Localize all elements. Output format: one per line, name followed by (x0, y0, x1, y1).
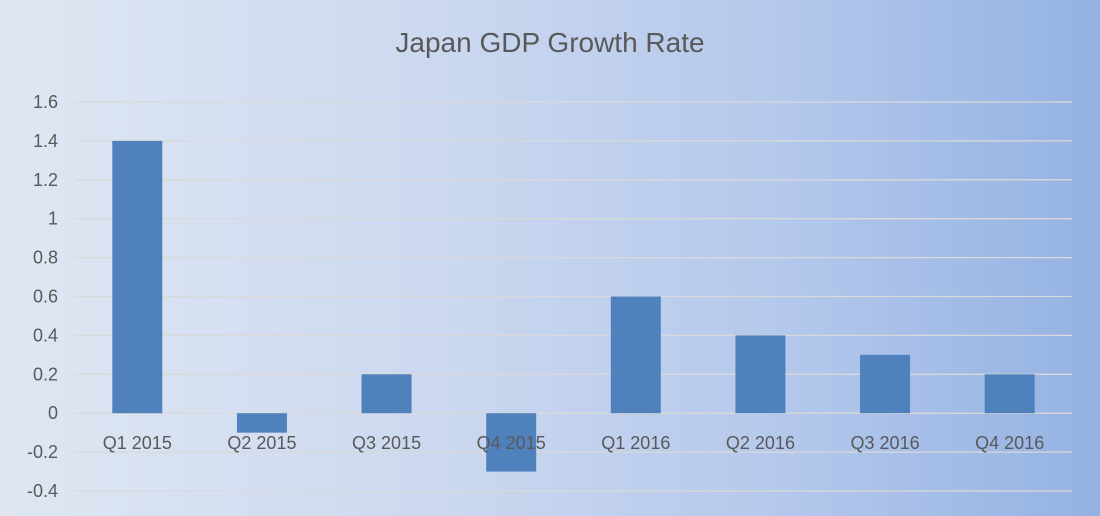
bar (486, 413, 537, 472)
y-tick-label: 1.4 (33, 131, 58, 151)
x-tick-label: Q2 2015 (227, 433, 296, 453)
x-tick-label: Q3 2016 (851, 433, 920, 453)
bar (984, 374, 1035, 414)
x-tick-label: Q2 2016 (726, 433, 795, 453)
bar (112, 140, 163, 414)
x-tick-label: Q4 2015 (477, 433, 546, 453)
y-tick-label: 0.2 (33, 364, 58, 384)
bar (236, 413, 287, 433)
y-tick-label: 1 (48, 209, 58, 229)
chart-title: Japan GDP Growth Rate (395, 27, 704, 58)
x-tick-label: Q1 2016 (601, 433, 670, 453)
x-tick-label: Q1 2015 (103, 433, 172, 453)
y-tick-label: 0.8 (33, 248, 58, 268)
x-tick-label: Q3 2015 (352, 433, 421, 453)
y-tick-label: 0.4 (33, 325, 58, 345)
y-tick-label: 0 (48, 403, 58, 423)
y-tick-label: 0.6 (33, 287, 58, 307)
y-tick-label: 1.6 (33, 92, 58, 112)
y-tick-label: -0.4 (27, 481, 58, 501)
x-tick-label: Q4 2016 (975, 433, 1044, 453)
bar (361, 374, 412, 414)
bar (610, 296, 661, 414)
y-tick-label: -0.2 (27, 442, 58, 462)
y-tick-label: 1.2 (33, 170, 58, 190)
bar (735, 335, 786, 414)
bar (860, 354, 911, 414)
